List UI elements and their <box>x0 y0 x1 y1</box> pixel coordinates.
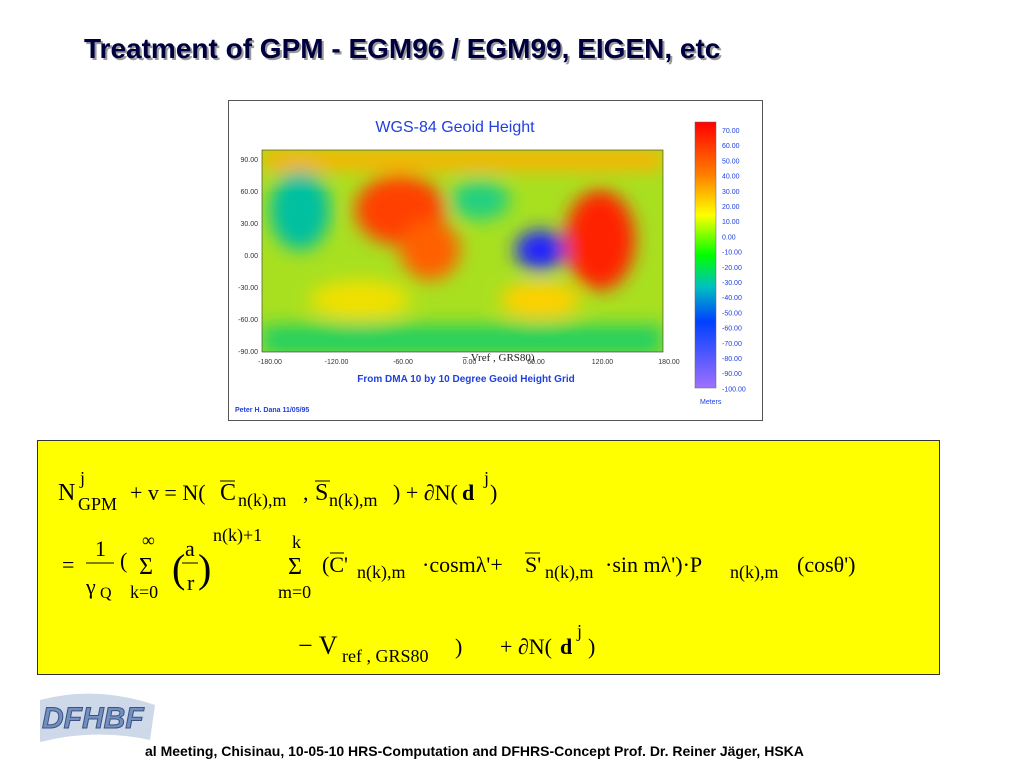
title-shadow: Treatment of GPM - EGM96 / EGM99, EIGEN,… <box>86 35 722 66</box>
formula-term: S' <box>525 552 541 577</box>
formula-box <box>37 440 940 675</box>
map-y-label: -60.00 <box>238 317 258 324</box>
map-y-label: 90.00 <box>240 157 258 164</box>
scale-label: -90.00 <box>722 371 742 378</box>
scale-label: -100.00 <box>722 386 746 393</box>
map-title: WGS-84 Geoid Height <box>375 119 535 136</box>
formula-term: a <box>185 536 195 561</box>
formula-term: + v = N( <box>130 480 206 505</box>
formula-term: n(k),m <box>730 562 779 583</box>
scale-label: 20.00 <box>722 204 740 211</box>
formula-term: ref , GRS80 <box>342 646 429 666</box>
map-y-label: 0.00 <box>244 253 258 260</box>
formula-term: C <box>220 480 236 506</box>
formula-term: Σ <box>288 554 302 580</box>
formula-term: γ <box>85 574 96 599</box>
formula-term: j <box>576 621 582 641</box>
map-x-label: 180.00 <box>658 359 680 366</box>
formula-term: n(k),m <box>238 490 287 511</box>
formula-term: n(k),m <box>545 562 594 583</box>
scale-label: -70.00 <box>722 341 742 348</box>
formula-term: ·cosmλ'+ <box>422 552 503 577</box>
formula-term: m=0 <box>278 582 311 602</box>
map-x-label: 120.00 <box>592 359 614 366</box>
map-border <box>261 149 664 353</box>
color-bar <box>694 121 717 389</box>
formula-term: r <box>187 570 195 595</box>
map-x-label: -60.00 <box>393 359 413 366</box>
map-x-label: 0.00 <box>463 359 477 366</box>
formula-term: n(k)+1 <box>213 525 262 546</box>
map-y-label: 60.00 <box>240 189 258 196</box>
map-credit: Peter H. Dana 11/05/95 <box>235 407 309 414</box>
map-x-label: 60.00 <box>527 359 545 366</box>
formula-term: ( <box>120 548 127 573</box>
scale-label: 70.00 <box>722 128 740 135</box>
scale-label: -60.00 <box>722 326 742 333</box>
formula-term: ) + ∂N( <box>393 480 458 505</box>
logo: DFHBF <box>40 693 155 742</box>
scale-label: -80.00 <box>722 356 742 363</box>
formula-term: Q <box>100 585 112 602</box>
map-overlay: − Vref , GRS80) <box>462 352 535 364</box>
formula-term: j <box>79 468 85 488</box>
scale-label: 0.00 <box>722 234 736 241</box>
map-y-label: 30.00 <box>240 221 258 228</box>
scale-label: 60.00 <box>722 143 740 150</box>
map-unit: Meters <box>700 399 722 406</box>
scale-label: -10.00 <box>722 250 742 257</box>
formula-term: + ∂N( <box>500 634 552 659</box>
slide-title: Treatment of GPM - EGM96 / EGM99, EIGEN,… <box>84 33 720 64</box>
formula-term: (cosθ') <box>797 552 855 577</box>
scale-label: -30.00 <box>722 280 742 287</box>
formula-term: j <box>483 468 489 488</box>
formula-term: n(k),m <box>357 562 406 583</box>
formula-term: d <box>560 634 572 659</box>
formula-term: (C' <box>322 552 348 577</box>
formula-term: ∞ <box>142 530 155 550</box>
logo-text: DFHBF <box>42 702 144 735</box>
map-x-label: -120.00 <box>325 359 349 366</box>
footer: al Meeting, Chisinau, 10-05-10 HRS-Compu… <box>145 743 804 759</box>
formula-term: ( <box>172 546 185 591</box>
scale-label: -40.00 <box>722 295 742 302</box>
scale-label: 10.00 <box>722 219 740 226</box>
map-y-label: -30.00 <box>238 285 258 292</box>
map-x-label: -180.00 <box>258 359 282 366</box>
formula-term: d <box>462 480 474 505</box>
formula-term: S <box>315 480 328 506</box>
formula-term: n(k),m <box>329 490 378 511</box>
scale-label: -20.00 <box>722 265 742 272</box>
formula-term: Σ <box>139 554 153 580</box>
formula-term: N <box>58 480 75 506</box>
formula-term: , <box>303 480 309 505</box>
formula-term: 1 <box>95 536 106 561</box>
formula-term: GPM <box>78 494 117 514</box>
map-caption: From DMA 10 by 10 Degree Geoid Height Gr… <box>357 374 574 385</box>
geoid-map <box>262 150 663 352</box>
formula-term: ) <box>588 634 595 659</box>
scale-label: 30.00 <box>722 189 740 196</box>
formula-term: k=0 <box>130 582 158 602</box>
scale-label: 40.00 <box>722 174 740 181</box>
formula-term: − V <box>298 631 338 660</box>
scale-label: 50.00 <box>722 158 740 165</box>
formula-term: ) <box>490 480 497 505</box>
formula-term: ·sin mλ')·P <box>605 552 702 577</box>
formula-term: = <box>62 552 74 577</box>
formula-term: k <box>292 532 301 552</box>
formula-term: ) <box>198 546 211 591</box>
map-y-label: -90.00 <box>238 349 258 356</box>
formula-term: ) <box>455 634 462 659</box>
scale-label: -50.00 <box>722 310 742 317</box>
